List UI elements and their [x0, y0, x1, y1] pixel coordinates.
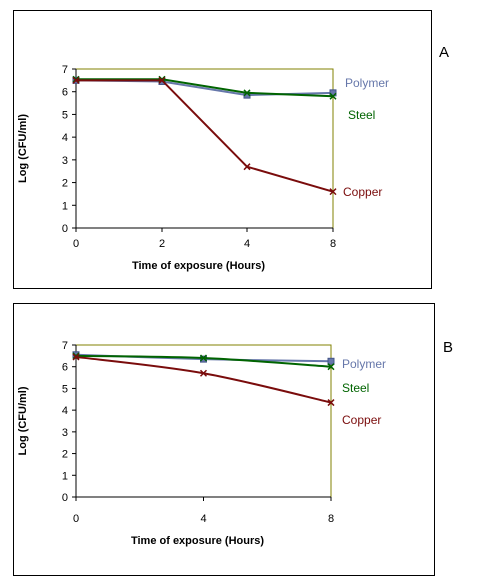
series-line-copper-a [76, 79, 334, 193]
series-label-polymer-b: Polymer [342, 357, 386, 371]
data-point-copper-b [72, 353, 80, 361]
panel-b-y-tick-label: 6 [62, 362, 68, 374]
panel-b-x-tick-label: 4 [200, 513, 206, 525]
panel-b-frame [13, 303, 435, 576]
panel-b-letter: B [443, 339, 454, 356]
panel-a-y-tick-label: 7 [62, 64, 68, 76]
data-point-copper-a [158, 76, 166, 84]
panel-a-y-tick-label: 0 [62, 223, 68, 235]
panel-b-y-tick-label: 1 [62, 470, 68, 482]
panel-b-x-axis-title: Time of exposure (Hours) [131, 535, 264, 547]
panel-b-plot-area [75, 344, 332, 498]
series-label-polymer-a: Polymer [345, 76, 389, 90]
data-point-copper-a [72, 76, 80, 84]
series-label-steel-a: Steel [348, 108, 375, 122]
series-line-polymer-a [75, 79, 334, 97]
panel-a-y-tick-label: 2 [62, 178, 68, 190]
panel-b-y-axis-title: Log (CFU/ml) [17, 386, 29, 455]
series-label-copper-b: Copper [342, 413, 381, 427]
panel-b-y-tick-label: 0 [62, 492, 68, 504]
panel-b-y-tick-label: 4 [62, 405, 68, 417]
data-point-steel-b [327, 363, 335, 371]
data-point-steel-b [199, 354, 208, 362]
panel-a-y-tick-label: 4 [62, 132, 68, 144]
data-point-copper-a [243, 163, 251, 171]
series-label-steel-b: Steel [342, 381, 369, 395]
panel-a-y-tick-label: 1 [62, 200, 68, 212]
panel-b-y-tick-label: 3 [62, 427, 68, 439]
data-point-copper-b [199, 369, 208, 377]
panel-b-x-tick-label: 0 [73, 513, 79, 525]
panel-a-plot-area [75, 68, 334, 229]
panel-a-y-axis-title: Log (CFU/ml) [17, 114, 29, 183]
panel-a-x-axis-title: Time of exposure (Hours) [132, 260, 265, 272]
data-point-steel-a [329, 92, 337, 100]
panel-b-y-tick-label: 5 [62, 383, 68, 395]
panel-a-x-tick-label: 0 [73, 238, 79, 250]
data-point-copper-a [329, 188, 337, 196]
panel-a-x-tick-label: 2 [159, 238, 165, 250]
data-point-copper-b [327, 399, 335, 407]
panel-b-y-tick-label: 7 [62, 340, 68, 352]
series-label-copper-a: Copper [343, 185, 382, 199]
panel-a-x-tick-label: 8 [330, 238, 336, 250]
data-point-steel-a [243, 89, 251, 97]
panel-a-y-tick-label: 5 [62, 109, 68, 121]
data-point-polymer-b [327, 357, 335, 365]
panel-a-y-tick-label: 3 [62, 155, 68, 167]
panel-b-x-tick-label: 8 [328, 513, 334, 525]
panel-b-y-tick-label: 2 [62, 449, 68, 461]
panel-a-x-tick-label: 4 [244, 238, 250, 250]
panel-a-y-tick-label: 6 [62, 87, 68, 99]
series-line-steel-a [76, 78, 334, 98]
panel-a-frame [13, 10, 432, 289]
panel-a-letter: A [439, 44, 450, 61]
